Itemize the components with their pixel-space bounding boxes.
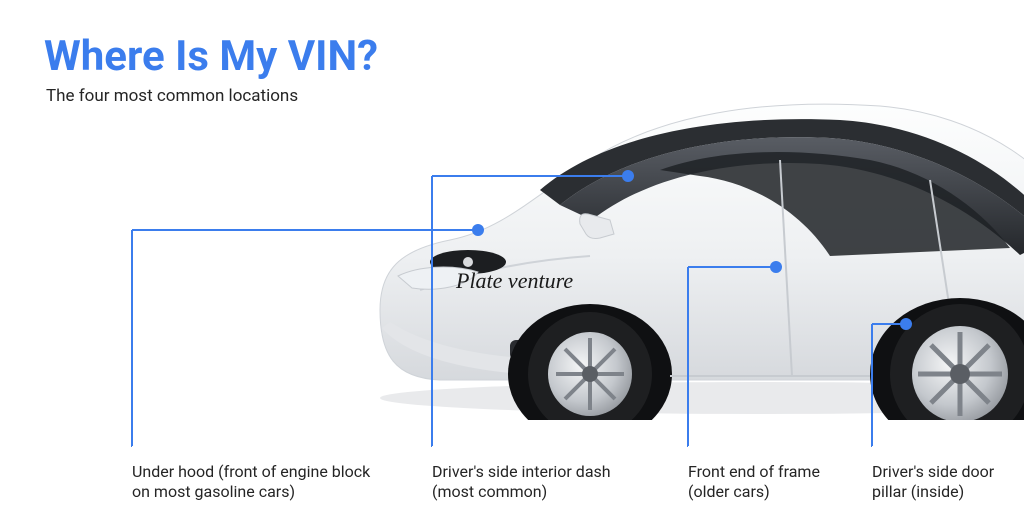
callout-label-line1: Driver's side interior dash <box>432 462 611 482</box>
callout-base-door-pillar <box>871 445 872 447</box>
callout-hline-door-pillar <box>872 323 906 325</box>
callout-hline-under-hood <box>132 229 478 231</box>
callout-label-line2: pillar (inside) <box>872 482 994 502</box>
callout-vline-under-hood <box>131 230 133 446</box>
callout-vline-dash <box>431 176 433 446</box>
callout-vline-frame <box>687 267 689 446</box>
callout-label-under-hood: Under hood (front of engine blockon most… <box>132 462 370 502</box>
car-illustration <box>360 60 1024 420</box>
callout-label-line2: (older cars) <box>688 482 820 502</box>
callout-label-line1: Driver's side door <box>872 462 994 482</box>
watermark-text: Plate venture <box>456 268 573 294</box>
callout-label-line1: Front end of frame <box>688 462 820 482</box>
callout-label-dash: Driver's side interior dash(most common) <box>432 462 611 502</box>
callout-label-door-pillar: Driver's side doorpillar (inside) <box>872 462 994 502</box>
callout-vline-door-pillar <box>871 324 873 446</box>
callout-label-frame: Front end of frame(older cars) <box>688 462 820 502</box>
infographic-stage: { "title": { "text": "Where Is My VIN?",… <box>0 0 1024 516</box>
page-title: Where Is My VIN? <box>44 34 378 80</box>
callout-hline-frame <box>688 266 776 268</box>
callout-hline-dash <box>432 175 628 177</box>
callout-base-dash <box>431 445 432 447</box>
callout-label-line1: Under hood (front of engine block <box>132 462 370 482</box>
callout-base-under-hood <box>131 445 132 447</box>
callout-base-frame <box>687 445 688 447</box>
page-subtitle: The four most common locations <box>46 86 298 106</box>
callout-label-line2: (most common) <box>432 482 611 502</box>
callout-label-line2: on most gasoline cars) <box>132 482 370 502</box>
